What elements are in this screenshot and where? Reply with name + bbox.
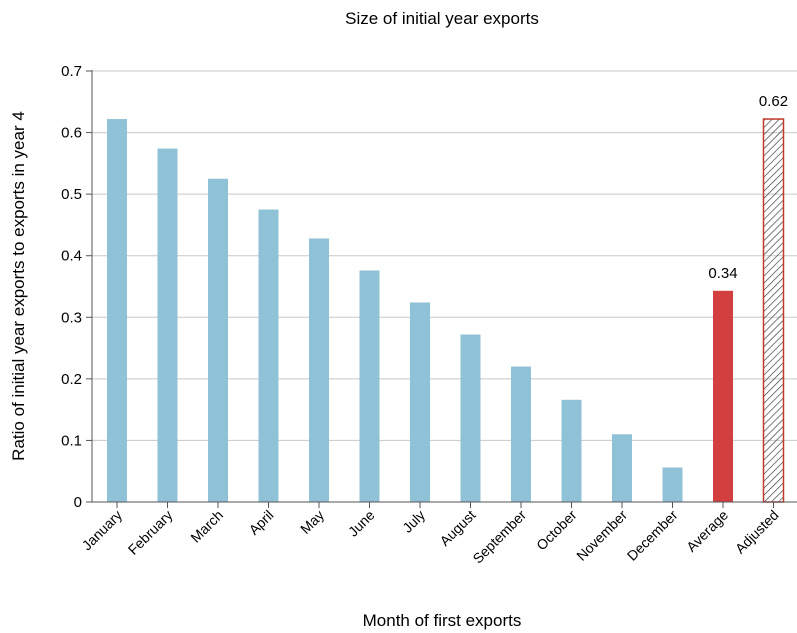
y-tick-label: 0.7 (61, 63, 82, 80)
gridlines (92, 70, 797, 441)
bar-november (612, 434, 632, 502)
x-tick-label: August (436, 507, 478, 549)
axes (86, 70, 797, 508)
bar-adjusted (762, 118, 785, 503)
bar-june (359, 270, 380, 502)
y-tick-label: 0.5 (61, 186, 82, 203)
bar-average (713, 290, 733, 502)
bar-february (157, 148, 178, 502)
bar-september (511, 366, 531, 502)
x-tick-labels: January February March April May June July Augu… (79, 507, 782, 567)
x-tick-label: July (399, 507, 428, 536)
x-tick-label: Average (683, 507, 731, 555)
x-tick-label: April (245, 507, 276, 538)
y-tick-label: 0 (74, 494, 82, 511)
y-tick-label: 0.3 (61, 309, 82, 326)
x-tick-label: June (345, 507, 378, 540)
bar-december (662, 467, 683, 502)
bar-may (309, 238, 329, 502)
x-tick-label: January (79, 507, 126, 554)
chart-title: Size of initial year exports (345, 9, 539, 28)
bar-july (410, 302, 430, 502)
data-labels: 0.34 0.62 (708, 93, 788, 282)
y-tick-label: 0.4 (61, 248, 82, 265)
y-axis-label: Ratio of initial year exports to exports… (9, 111, 28, 461)
x-tick-label: February (125, 507, 176, 558)
y-tick-label: 0.2 (61, 371, 82, 388)
bar-january (107, 119, 127, 503)
bar-march (208, 178, 228, 502)
x-tick-label: September (469, 507, 529, 567)
x-tick-label: May (297, 507, 327, 537)
x-tick-label: Adjusted (732, 507, 782, 557)
bar-august (460, 334, 481, 502)
x-tick-label: November (573, 507, 630, 564)
x-tick-label: March (187, 507, 226, 546)
data-label: 0.34 (708, 265, 737, 282)
x-tick-label: December (624, 507, 681, 564)
x-tick-label: October (533, 507, 580, 554)
y-tick-label: 0.1 (61, 432, 82, 449)
y-tick-label: 0.6 (61, 125, 82, 142)
bar-october (561, 399, 582, 502)
y-tick-labels: 0 0.1 0.2 0.3 0.4 0.5 0.6 0.7 (61, 63, 82, 511)
bars (107, 118, 785, 503)
bar-april (258, 209, 279, 503)
x-axis-label: Month of first exports (363, 611, 522, 630)
data-label: 0.62 (759, 93, 788, 110)
